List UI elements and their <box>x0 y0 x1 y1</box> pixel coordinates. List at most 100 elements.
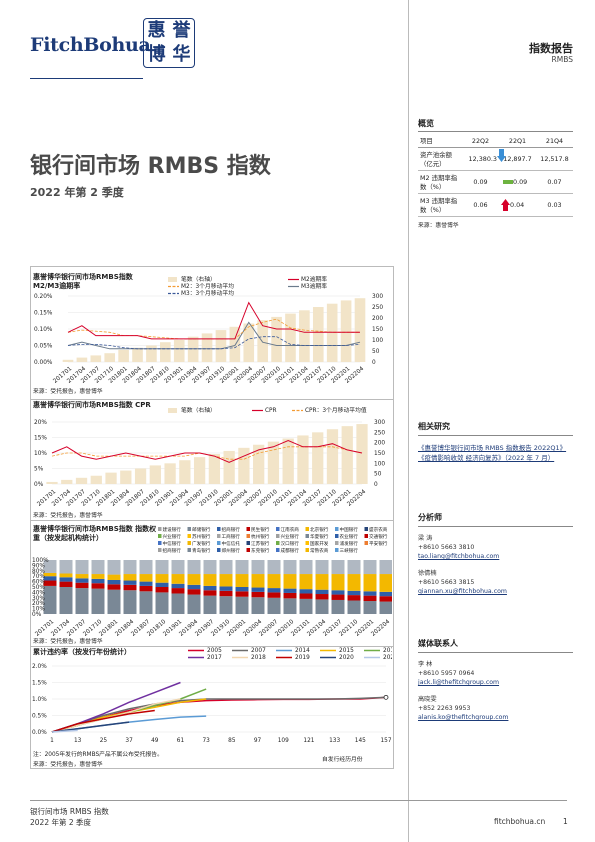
weight-bar <box>43 560 57 573</box>
weight-bar <box>123 574 137 581</box>
y-tick-label: 1.5% <box>32 681 47 687</box>
chart3-title: 惠誉博华银行间市场RMBS指数 指数权重（按发起机构统计） <box>33 525 157 543</box>
legend-label: 杭州银行 <box>251 533 270 540</box>
weight-bar <box>219 574 233 587</box>
y-tick-label: 0.0% <box>32 730 47 736</box>
weight-bar <box>219 560 233 575</box>
legend-swatch <box>158 548 162 552</box>
series-end-marker <box>383 694 389 700</box>
legend-label: 2017 <box>207 655 222 661</box>
legend-swatch <box>335 527 339 531</box>
fitchbohua-logo-text: FitchBohua <box>30 34 151 56</box>
legend-label: 笔数（右轴） <box>181 275 216 283</box>
legend-label: 北京银行 <box>310 526 329 533</box>
footer-site[interactable]: fitchbohua.cn <box>494 817 546 826</box>
overview-table: 项目 22Q2 22Q1 21Q4 资产池余额（亿元） 12,380.3 12,… <box>418 134 573 217</box>
table-row: M2 违期率指数（%） 0.09 0.09 0.07 <box>418 170 573 194</box>
weight-bar <box>187 574 201 585</box>
count-bar <box>223 450 235 484</box>
count-bar <box>149 465 161 484</box>
chart4-title: 累计违约率（按发行年份统计） <box>33 648 131 656</box>
legend-swatch <box>168 277 177 282</box>
weight-bar <box>43 572 57 577</box>
weight-bar <box>59 587 73 614</box>
weight-bar <box>75 574 89 579</box>
legend-swatch <box>364 541 368 545</box>
y-tick-label: 0 <box>374 482 378 488</box>
legend-swatch <box>187 527 191 531</box>
media-email-link[interactable]: alanis.ko@thefitchgroup.com <box>418 713 509 721</box>
weight-bar <box>363 591 377 596</box>
weight-bar <box>363 560 377 575</box>
legend-label: M2：3个月移动平均 <box>181 282 234 290</box>
legend-swatch <box>187 548 191 552</box>
count-bar <box>118 349 129 362</box>
flat-dash-icon <box>503 179 513 184</box>
count-bar <box>238 447 250 484</box>
count-bar <box>299 310 310 362</box>
chart4-source: 来源：受托报告，惠誉博华 <box>33 762 103 768</box>
x-tick-label: 121 <box>303 738 314 744</box>
legend-label: 青岛银行 <box>192 547 211 554</box>
legend-swatch <box>276 541 280 545</box>
weight-bar <box>251 597 265 614</box>
legend-label: 成都银行 <box>281 547 300 554</box>
up-arrow-icon <box>501 199 510 211</box>
doc-type: 指数报告 <box>529 42 573 55</box>
count-bar <box>132 347 143 362</box>
chart3-frame <box>30 520 394 647</box>
weight-bar <box>267 592 281 598</box>
chart4-note: 注：2005年发行的RMBS产品不属公布受托报告。 <box>33 752 163 758</box>
page-subtitle: 2022 年第 2 季度 <box>30 186 124 199</box>
weight-bar <box>219 586 233 591</box>
weight-bar <box>379 596 392 602</box>
weight-bar <box>107 574 121 580</box>
weight-bar <box>299 598 313 614</box>
weight-bar <box>155 592 169 614</box>
related-link-1[interactable]: 《惠誉博华银行间市场 RMBS 指数报告 2022Q1》 <box>418 444 567 452</box>
y-tick-label: 200 <box>372 316 383 322</box>
weight-bar <box>347 590 361 596</box>
x-tick-label: 157 <box>380 738 391 744</box>
weight-bar <box>267 560 281 575</box>
weight-bar <box>139 581 153 586</box>
weight-bar <box>91 574 105 579</box>
weight-bar <box>363 574 377 592</box>
legend-swatch <box>335 541 339 545</box>
chart4-frame <box>30 646 394 769</box>
weight-bar <box>139 560 153 575</box>
y-tick-label: 60% <box>32 580 45 586</box>
count-bar <box>62 359 74 362</box>
chart2-frame <box>30 398 394 521</box>
y-tick-label: 10% <box>34 451 47 457</box>
y-tick-label: 100% <box>32 558 49 564</box>
legend-label: 兴业银行 <box>163 533 182 540</box>
chart2-source: 来源：受托报告，惠誉博华 <box>33 513 103 519</box>
legend-label: 江南农商 <box>281 526 300 533</box>
legend-label: 招商银行 <box>222 526 241 533</box>
legend-label: M3逾期率 <box>301 282 327 290</box>
count-bar <box>146 345 157 362</box>
default-rate-line <box>51 698 181 733</box>
overview-heading: 概览 <box>418 119 434 128</box>
x-tick-label: 145 <box>355 738 366 744</box>
media-email-link[interactable]: jack.li@thefitchgroup.com <box>418 678 500 686</box>
legend-label: 民生银行 <box>251 526 270 533</box>
count-bar <box>326 429 339 484</box>
related-link-2[interactable]: 《疫情影响收敛 经济向复苏》（2022 年 7 月） <box>418 453 555 462</box>
x-tick-label: 49 <box>151 738 159 744</box>
count-bar <box>46 481 58 484</box>
legend-label: M2逾期率 <box>301 275 327 283</box>
analyst-email-link[interactable]: qiannan.xu@fitchbohua.com <box>418 587 507 595</box>
legend-swatch <box>246 548 250 552</box>
legend-swatch <box>335 534 339 538</box>
weight-bar <box>123 590 137 614</box>
weight-bar <box>203 595 217 614</box>
m2-line <box>67 301 360 340</box>
analyst-email-link[interactable]: tao.liang@fitchbohua.com <box>418 552 500 560</box>
weight-bar <box>91 578 105 584</box>
weight-bar <box>379 601 392 614</box>
count-bar <box>243 323 255 362</box>
legend-label: 农业银行 <box>340 533 359 540</box>
y-tick-label: 50 <box>374 472 382 478</box>
